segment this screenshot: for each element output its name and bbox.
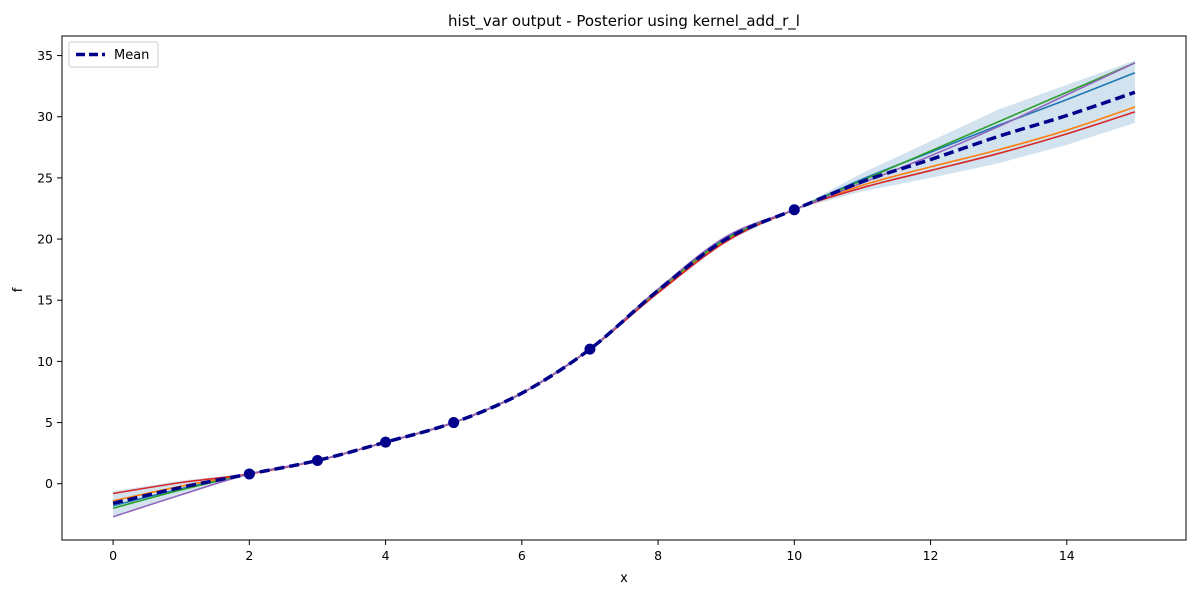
x-tick-label: 6 — [518, 548, 526, 563]
x-tick-label: 14 — [1059, 548, 1075, 563]
y-axis-title: f — [11, 287, 26, 292]
legend-box — [68, 41, 159, 68]
x-axis-title: x — [620, 571, 628, 586]
observation-point — [311, 454, 323, 466]
observation-point — [584, 343, 596, 355]
x-tick-label: 8 — [654, 548, 662, 563]
plot-area — [112, 60, 1136, 518]
legend-mean-label: Mean — [114, 48, 149, 63]
observation-point — [243, 468, 255, 480]
observation-point — [380, 436, 392, 448]
mean-curve — [112, 90, 1136, 506]
y-tick-label: 0 — [45, 476, 53, 491]
x-tick-label: 4 — [382, 548, 390, 563]
y-tick-label: 20 — [37, 232, 53, 247]
sample-curve-4 — [112, 111, 1136, 495]
y-tick-label: 25 — [37, 170, 53, 185]
sample-curve-5 — [112, 62, 1136, 518]
y-tick-label: 15 — [37, 293, 53, 308]
plot-frame — [61, 35, 1187, 541]
x-tick-label: 0 — [109, 548, 117, 563]
observation-point — [448, 417, 460, 429]
chart-title: hist_var output - Posterior using kernel… — [448, 12, 800, 31]
y-tick-label: 5 — [45, 415, 53, 430]
observation-point — [788, 204, 800, 216]
y-tick-label: 10 — [37, 354, 53, 369]
y-tick-label: 30 — [37, 109, 53, 124]
x-tick-label: 12 — [923, 548, 939, 563]
x-tick-label: 2 — [245, 548, 253, 563]
y-tick-label: 35 — [37, 48, 53, 63]
x-tick-label: 10 — [786, 548, 802, 563]
axis-ticks: 0 2 4 6 8 10 12 14 0 5 10 15 20 25 30 35 — [37, 48, 1075, 563]
legend: Mean — [68, 41, 159, 68]
sample-curve-3 — [112, 62, 1136, 509]
